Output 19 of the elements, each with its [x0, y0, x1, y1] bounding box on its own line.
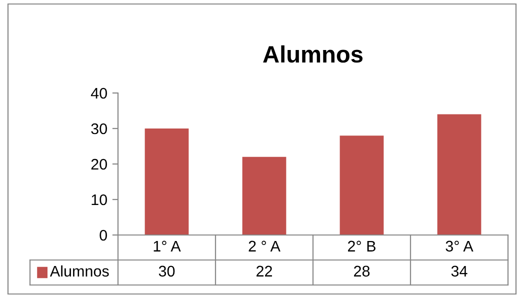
data-label: 28: [354, 266, 370, 277]
bar: [437, 114, 482, 235]
y-tick-label: 30: [91, 123, 107, 134]
x-tick-label: 1° A: [154, 240, 181, 252]
bar: [242, 156, 286, 235]
y-tick-label: 0: [100, 230, 107, 241]
data-label: 30: [158, 266, 175, 277]
bar: [340, 136, 384, 235]
x-tick-label: 2 ° A: [248, 240, 280, 252]
bar: [144, 128, 189, 235]
data-label: 34: [451, 266, 468, 277]
x-tick-label: 3° A: [446, 240, 474, 252]
y-tick-label: 40: [90, 88, 107, 99]
legend-label: Alumnos: [50, 265, 109, 277]
y-tick-label: 10: [92, 194, 107, 206]
data-label: 22: [256, 266, 272, 276]
chart-title: Alumnos: [263, 45, 363, 63]
x-tick-label: 2° B: [348, 240, 376, 252]
y-tick-label: 20: [91, 158, 107, 170]
